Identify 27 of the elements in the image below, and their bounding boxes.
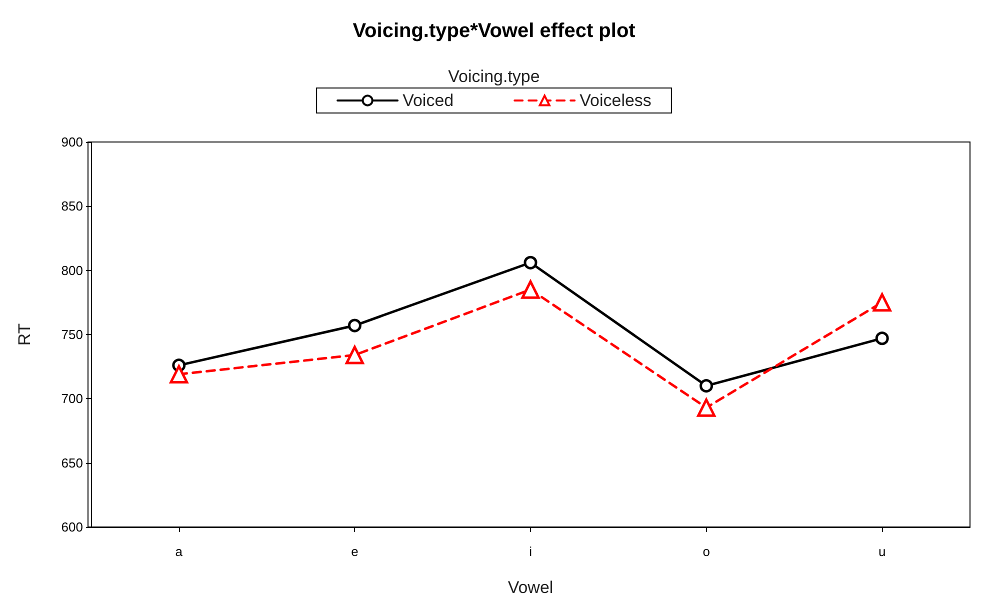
point	[345, 346, 364, 364]
legend-label: Voiced	[402, 91, 454, 110]
point	[700, 379, 714, 393]
y-tick-label: 650	[61, 455, 83, 470]
x-tick-label: i	[529, 544, 532, 559]
x-axis-title: Vowel	[508, 578, 554, 597]
point	[697, 398, 716, 417]
y-tick-label: 600	[61, 520, 83, 534]
x-tick-label: e	[351, 544, 358, 559]
y-tick-label: 850	[61, 198, 83, 214]
point	[521, 280, 540, 299]
point	[875, 332, 889, 346]
point	[524, 256, 538, 270]
legend-label: Voiceless	[580, 91, 652, 110]
legend-title: Voicing.type	[448, 67, 540, 86]
y-tick-label: 800	[61, 262, 83, 278]
point	[348, 318, 362, 332]
chart-title: Voicing.type*Vowel effect plot	[352, 20, 636, 42]
x-tick-label: a	[175, 544, 184, 559]
point	[170, 365, 188, 384]
y-tick-label: 700	[61, 391, 83, 406]
point	[872, 293, 892, 312]
y-tick-label: 750	[61, 327, 83, 342]
x-tick-label: u	[878, 544, 886, 559]
y-tick-label: 900	[61, 134, 83, 150]
y-axis-title: RT	[15, 323, 34, 346]
x-tick-label: o	[702, 544, 710, 559]
